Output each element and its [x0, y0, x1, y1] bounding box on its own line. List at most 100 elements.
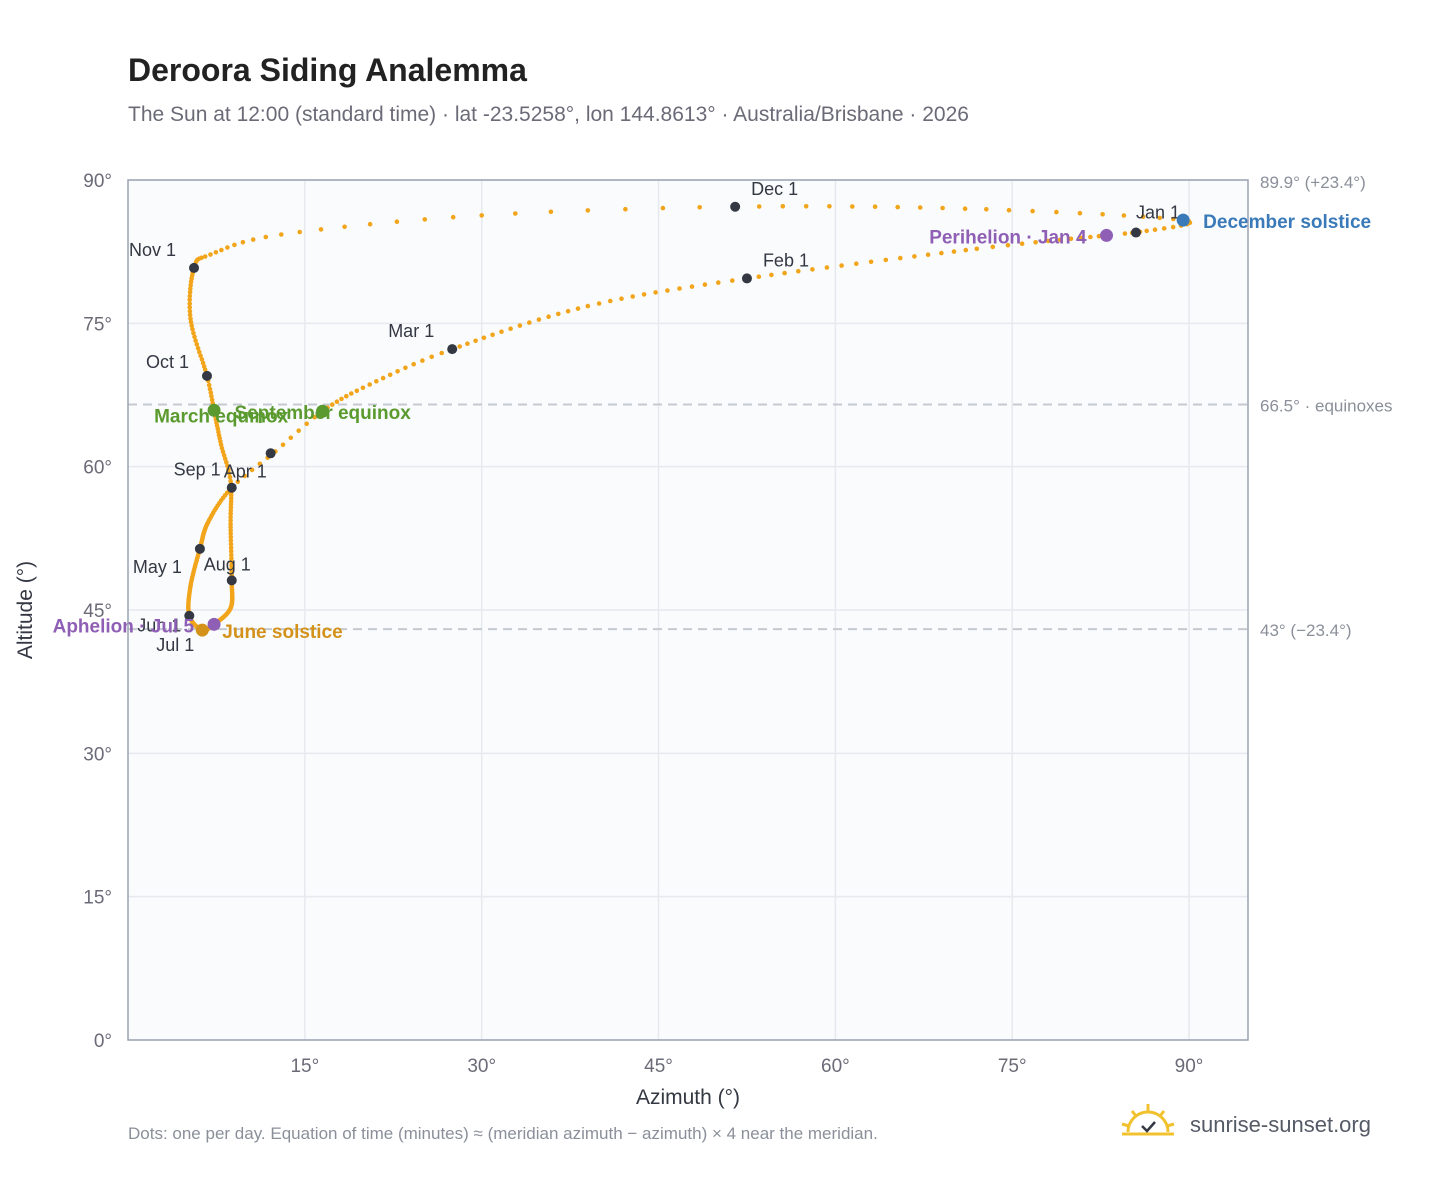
- day-dot: [1100, 212, 1105, 217]
- reference-line-label: 89.9° (+23.4°): [1260, 173, 1366, 192]
- day-dot: [824, 265, 830, 270]
- day-dot: [232, 242, 237, 248]
- month-label: Nov 1: [129, 240, 176, 260]
- month-label: Jan 1: [1136, 203, 1180, 223]
- day-dot: [810, 267, 815, 272]
- day-dot: [193, 338, 198, 343]
- day-dot: [228, 478, 233, 484]
- day-dot: [201, 364, 207, 369]
- day-dot: [619, 296, 624, 302]
- month-label: Jul 1: [156, 635, 194, 655]
- day-dot: [1121, 213, 1127, 218]
- x-tick-label: 75°: [998, 1056, 1027, 1077]
- day-dot: [228, 549, 234, 554]
- day-dot: [429, 354, 435, 360]
- day-dot: [756, 204, 762, 209]
- day-dot: [756, 274, 762, 280]
- day-dot: [716, 280, 721, 285]
- y-axis-label: Altitude (°): [14, 561, 37, 659]
- x-tick-label: 60°: [821, 1056, 850, 1077]
- month-marker: [730, 201, 741, 212]
- day-dot: [197, 349, 202, 355]
- day-dot: [479, 213, 485, 218]
- day-dot: [220, 449, 226, 455]
- month-marker: [447, 344, 458, 355]
- day-dot: [465, 341, 470, 347]
- x-tick-label: 45°: [644, 1056, 673, 1077]
- day-dot: [225, 245, 230, 250]
- day-dot: [229, 563, 234, 568]
- brand-link[interactable]: sunrise-sunset.org: [1120, 1102, 1390, 1146]
- day-dot: [689, 284, 695, 289]
- day-dot: [917, 205, 923, 210]
- month-marker: [201, 370, 212, 381]
- day-dot: [200, 360, 206, 366]
- event-label: Aphelion · Jul 5: [53, 616, 195, 637]
- day-dot: [872, 204, 878, 209]
- x-tick-label: 30°: [467, 1056, 496, 1077]
- day-dot: [513, 211, 518, 216]
- day-dot: [219, 445, 225, 451]
- month-label: Apr 1: [224, 462, 267, 482]
- x-tick-label: 90°: [1175, 1056, 1204, 1077]
- day-dot: [339, 396, 344, 402]
- day-dot: [213, 250, 219, 255]
- day-dot: [228, 527, 233, 533]
- day-dot: [229, 559, 234, 565]
- day-dot: [1045, 238, 1051, 244]
- day-dot: [202, 254, 208, 259]
- month-label: Sep 1: [174, 459, 221, 479]
- day-dot: [188, 282, 193, 288]
- day-dot: [229, 566, 234, 572]
- month-label: Jun 1: [137, 616, 181, 636]
- day-dot: [229, 556, 234, 561]
- reference-line-label: 43° (−23.4°): [1260, 621, 1352, 640]
- y-tick-label: 30°: [83, 744, 112, 765]
- day-dot: [192, 334, 197, 340]
- day-dot: [187, 293, 193, 299]
- day-dot: [228, 514, 233, 520]
- day-dot: [422, 217, 428, 222]
- day-dot: [209, 394, 214, 399]
- day-dot: [207, 386, 213, 392]
- day-dot: [228, 538, 234, 543]
- day-dot: [420, 358, 425, 363]
- day-dot: [854, 261, 859, 267]
- day-dot: [895, 204, 900, 210]
- day-dot: [623, 206, 628, 212]
- day-dot: [199, 357, 205, 362]
- day-dot: [665, 288, 670, 293]
- day-dot: [228, 531, 233, 536]
- x-tick-label: 15°: [290, 1056, 319, 1077]
- day-dot: [242, 473, 247, 479]
- day-dot: [195, 345, 201, 351]
- day-dot: [951, 249, 957, 254]
- day-dot: [411, 361, 417, 367]
- day-dot: [585, 208, 591, 213]
- day-dot: [1088, 234, 1093, 240]
- day-dot: [222, 456, 228, 462]
- day-dot: [641, 292, 647, 297]
- day-dot: [403, 365, 408, 371]
- day-dot: [565, 308, 571, 314]
- y-tick-label: 90°: [83, 171, 112, 192]
- day-dot: [1057, 237, 1063, 243]
- day-dot: [653, 290, 658, 295]
- day-dot: [288, 435, 294, 441]
- day-dot: [187, 305, 192, 310]
- day-dot: [1170, 224, 1176, 230]
- day-dot: [228, 511, 233, 517]
- reference-lines: 89.9° (+23.4°) 66.5° · equinoxes 43° (−23.…: [128, 173, 1393, 640]
- day-dot: [984, 207, 989, 212]
- day-dot: [868, 259, 874, 265]
- day-dot: [1077, 210, 1083, 216]
- brand-name: sunrise-sunset.org: [1190, 1112, 1371, 1137]
- event-label: March equinox: [154, 406, 289, 427]
- day-dot: [318, 227, 324, 232]
- day-dot: [517, 323, 523, 328]
- month-marker: [1131, 227, 1141, 238]
- month-label: Oct 1: [146, 352, 189, 372]
- day-dot: [450, 214, 456, 220]
- month-marker: [194, 543, 205, 554]
